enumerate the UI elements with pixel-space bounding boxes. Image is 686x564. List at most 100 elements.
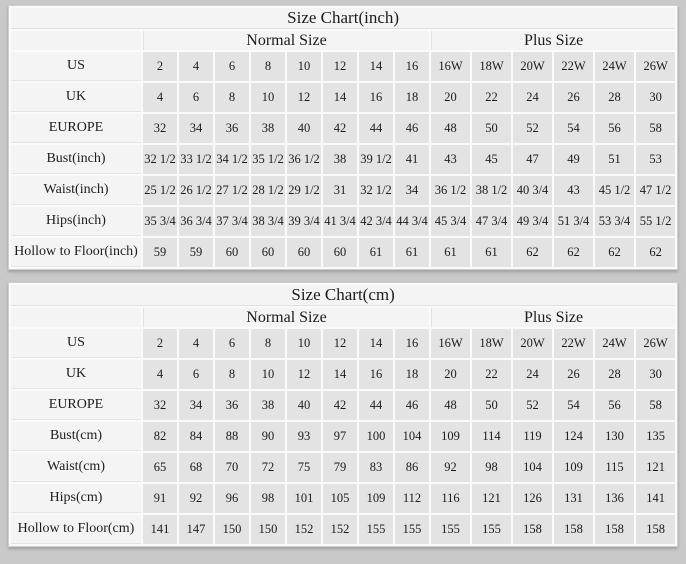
row-label: Waist(inch) [11,176,141,205]
size-cell: 121 [472,484,511,513]
size-cell: 115 [595,453,634,482]
size-cell: 93 [287,422,321,451]
group-header: Plus Size [431,308,676,327]
row-label: Waist(cm) [11,453,141,482]
size-cell: 131 [554,484,593,513]
size-cell: 26 1/2 [179,176,213,205]
table-row: Bust(inch) 32 1/2 33 1/2 34 1/2 35 1/2 36 1/2… [11,145,676,174]
size-cell: 22W [554,329,593,358]
size-cell: 141 [636,484,676,513]
size-cell: 24 [513,83,552,112]
size-cell: 59 [179,238,213,267]
group-header: Normal Size [143,308,429,327]
size-cell: 32 1/2 [359,176,393,205]
size-cell: 59 [143,238,177,267]
size-cell: 90 [251,422,285,451]
size-cell: 40 [287,114,321,143]
size-cell: 51 [595,145,634,174]
size-cell: 34 [179,114,213,143]
size-cell: 47 [513,145,552,174]
size-cell: 53 [636,145,676,174]
size-cell: 16W [431,52,470,81]
size-cell: 38 [323,145,357,174]
size-cell: 51 3/4 [554,207,593,236]
size-cell: 98 [251,484,285,513]
row-label: Hips(inch) [11,207,141,236]
size-cell: 54 [554,391,593,420]
size-cell: 22 [472,83,511,112]
size-cell: 4 [143,83,177,112]
size-cell: 28 1/2 [251,176,285,205]
size-cell: 34 1/2 [215,145,249,174]
size-cell: 24 [513,360,552,389]
row-label: UK [11,360,141,389]
corner-cell [11,31,141,50]
size-cell: 86 [395,453,429,482]
group-header-row: Normal Size Plus Size [11,31,676,50]
table-row: EUROPE 32 34 36 38 40 42 44 46 48 50 52 54 56 58 [11,114,676,143]
size-cell: 10 [251,360,285,389]
size-cell: 42 [323,114,357,143]
size-cell: 35 1/2 [251,145,285,174]
size-cell: 48 [431,114,470,143]
size-cell: 135 [636,422,676,451]
size-cell: 28 [595,83,634,112]
size-cell: 25 1/2 [143,176,177,205]
size-cell: 82 [143,422,177,451]
size-cell: 26 [554,83,593,112]
size-cell: 4 [143,360,177,389]
size-cell: 50 [472,114,511,143]
size-cell: 29 1/2 [287,176,321,205]
size-cell: 8 [251,52,285,81]
corner-cell [11,308,141,327]
size-cell: 16 [359,83,393,112]
table-row: Bust(cm) 82 84 88 90 93 97 100 104 109 114 119 124 13… [11,422,676,451]
size-cell: 12 [323,329,357,358]
size-cell: 112 [395,484,429,513]
size-cell: 14 [359,52,393,81]
size-cell: 47 3/4 [472,207,511,236]
size-cell: 18 [395,360,429,389]
row-label: Bust(inch) [11,145,141,174]
size-cell: 130 [595,422,634,451]
size-cell: 104 [395,422,429,451]
size-cell: 62 [595,238,634,267]
table-row: EUROPE 32 34 36 38 40 42 44 46 48 50 52 54 56 58 [11,391,676,420]
table-row: UK 4 6 8 10 12 14 16 18 20 22 24 26 28 30 [11,83,676,112]
size-chart-inch-table: Size Chart(inch) Normal Size Plus Size US 2 4… [8,5,679,270]
size-cell: 43 [554,176,593,205]
group-header: Plus Size [431,31,676,50]
size-cell: 14 [359,329,393,358]
table-row: Waist(inch) 25 1/2 26 1/2 27 1/2 28 1/2 29 1/… [11,176,676,205]
size-cell: 33 1/2 [179,145,213,174]
size-cell: 75 [287,453,321,482]
size-cell: 12 [287,83,321,112]
size-cell: 28 [595,360,634,389]
size-cell: 12 [323,52,357,81]
size-cell: 39 1/2 [359,145,393,174]
size-cell: 36 3/4 [179,207,213,236]
size-cell: 119 [513,422,552,451]
size-cell: 109 [554,453,593,482]
size-cell: 16 [395,52,429,81]
size-cell: 100 [359,422,393,451]
size-cell: 45 3/4 [431,207,470,236]
size-cell: 12 [287,360,321,389]
size-cell: 45 [472,145,511,174]
size-cell: 8 [251,329,285,358]
table-title: Size Chart(inch) [11,8,676,29]
size-cell: 38 [251,114,285,143]
size-cell: 36 [215,114,249,143]
size-cell: 20W [513,52,552,81]
size-cell: 104 [513,453,552,482]
row-label: US [11,52,141,81]
row-label: EUROPE [11,391,141,420]
size-cell: 4 [179,329,213,358]
size-cell: 44 3/4 [395,207,429,236]
row-label: EUROPE [11,114,141,143]
size-cell: 101 [287,484,321,513]
size-cell: 18 [395,83,429,112]
size-cell: 49 [554,145,593,174]
table-title: Size Chart(cm) [11,285,676,306]
size-cell: 14 [323,83,357,112]
